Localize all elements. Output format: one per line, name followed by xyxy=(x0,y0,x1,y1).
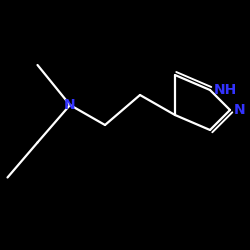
Text: N: N xyxy=(234,103,245,117)
Text: N: N xyxy=(64,98,76,112)
Text: NH: NH xyxy=(214,83,237,97)
